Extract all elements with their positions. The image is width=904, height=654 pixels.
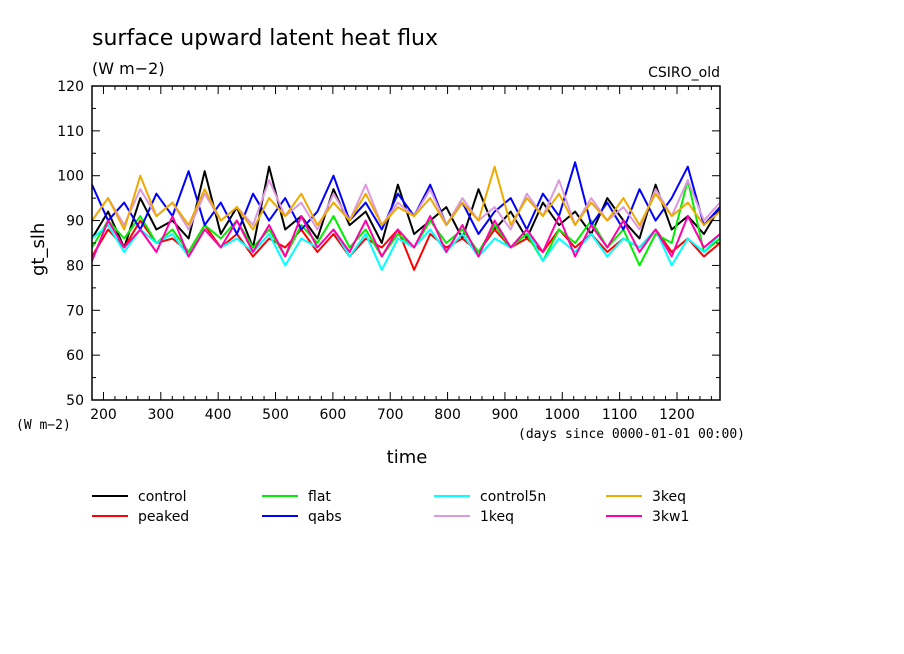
x-tick-label: 900 xyxy=(492,407,519,423)
y-tick-label: 100 xyxy=(57,169,84,185)
x-tick-label: 800 xyxy=(434,407,461,423)
plot-lines xyxy=(91,161,721,271)
x-tick-label: 1100 xyxy=(602,407,638,423)
y-axis-label: gt_slh xyxy=(28,223,49,276)
y-tick-label: 80 xyxy=(66,258,84,274)
series-line-flat xyxy=(91,179,721,267)
chart-units: (W m−2) xyxy=(92,59,165,78)
x-tick-label: 1000 xyxy=(544,407,580,423)
series-line-qabs xyxy=(91,161,721,235)
y-tick-label: 70 xyxy=(66,303,84,319)
series-line-peaked xyxy=(91,219,721,271)
model-name: CSIRO_old xyxy=(648,65,720,81)
chart-title: surface upward latent heat flux xyxy=(92,26,438,51)
x-tick-label: 700 xyxy=(377,407,404,423)
x-axis-label: time xyxy=(387,447,428,468)
x-tick-label: 300 xyxy=(147,407,174,423)
legend-label-control: control xyxy=(138,489,187,505)
x-tick-label: 400 xyxy=(205,407,232,423)
legend-label-1keq: 1keq xyxy=(480,509,514,525)
x-tick-label: 600 xyxy=(320,407,347,423)
legend-label-qabs: qabs xyxy=(308,509,342,525)
axis-ticks: 50 60 70 80 90 100 110 120 200 300 400 500 600 700 800… xyxy=(57,79,720,423)
y-axis-units: (W m−2) xyxy=(16,418,71,433)
legend-label-3kw1: 3kw1 xyxy=(652,509,689,525)
legend: control flat control5n 3keq peaked qabs 1keq 3k… xyxy=(92,489,689,525)
x-tick-label: 200 xyxy=(90,407,117,423)
legend-label-flat: flat xyxy=(308,489,331,505)
series-line-3kw1 xyxy=(91,215,721,262)
y-tick-label: 90 xyxy=(66,214,84,230)
y-tick-label: 120 xyxy=(57,79,84,95)
x-tick-label: 500 xyxy=(262,407,289,423)
y-tick-label: 50 xyxy=(66,393,84,409)
series-line-3keq xyxy=(91,165,721,231)
y-tick-label: 60 xyxy=(66,348,84,364)
x-axis-units: (days since 0000-01-01 00:00) xyxy=(518,427,745,442)
series-line-1keq xyxy=(91,179,721,231)
legend-label-peaked: peaked xyxy=(138,509,189,525)
y-tick-label: 110 xyxy=(57,124,84,140)
legend-label-3keq: 3keq xyxy=(652,489,686,505)
x-tick-label: 1200 xyxy=(659,407,695,423)
legend-label-control5n: control5n xyxy=(480,489,546,505)
